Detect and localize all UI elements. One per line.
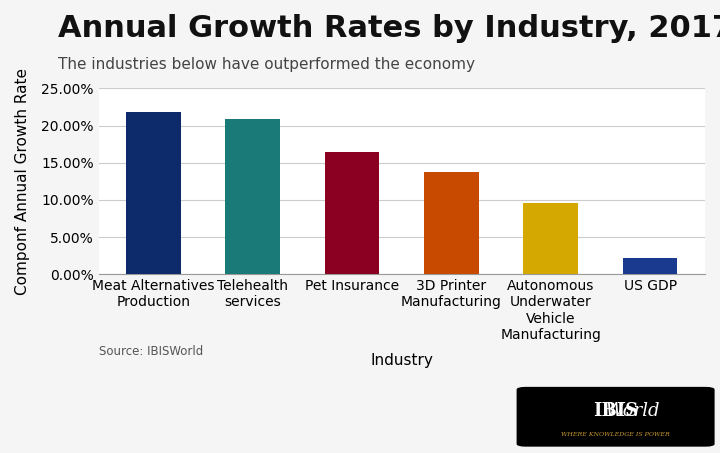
Text: Annual Growth Rates by Industry, 2017-2022: Annual Growth Rates by Industry, 2017-20… xyxy=(58,14,720,43)
Bar xyxy=(623,258,678,275)
Bar xyxy=(523,203,578,275)
Y-axis label: Componf Annual Growth Rate: Componf Annual Growth Rate xyxy=(15,68,30,295)
Text: The industries below have outperformed the economy: The industries below have outperformed t… xyxy=(58,57,474,72)
Text: IBIS: IBIS xyxy=(593,402,638,420)
FancyBboxPatch shape xyxy=(517,387,714,447)
X-axis label: Industry: Industry xyxy=(370,353,433,368)
Bar xyxy=(126,112,181,275)
Bar xyxy=(424,172,479,275)
Text: WHERE KNOWLEDGE IS POWER: WHERE KNOWLEDGE IS POWER xyxy=(561,432,670,437)
Text: World: World xyxy=(572,402,660,420)
Bar xyxy=(225,119,280,275)
Bar xyxy=(325,152,379,275)
Text: Source: IBISWorld: Source: IBISWorld xyxy=(99,345,203,358)
